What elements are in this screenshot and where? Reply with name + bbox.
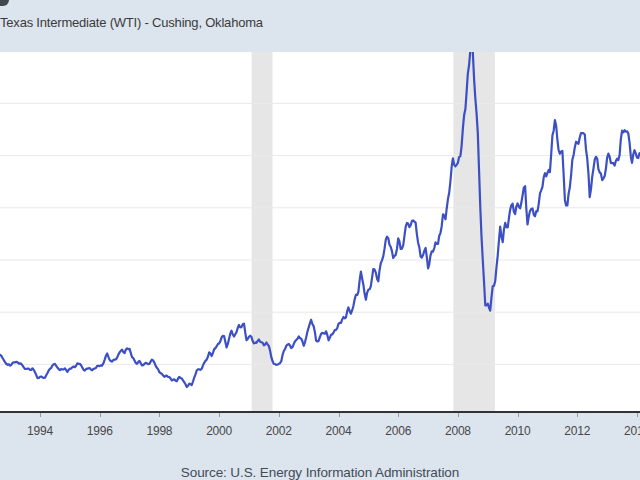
x-axis-tick xyxy=(518,413,519,417)
x-axis-tick xyxy=(279,413,280,417)
x-axis-label: 2012 xyxy=(564,424,590,438)
x-axis-label: 2010 xyxy=(505,424,531,438)
x-axis-tick xyxy=(339,413,340,417)
x-axis-label: 2004 xyxy=(326,424,352,438)
chart-container: Texas Intermediate (WTI) - Cushing, Okla… xyxy=(0,0,640,480)
source-note: Source: U.S. Energy Information Administ… xyxy=(181,465,459,480)
x-axis-label: 1994 xyxy=(27,424,53,438)
x-axis-label: 2006 xyxy=(385,424,411,438)
x-axis-tick xyxy=(577,413,578,417)
price-line xyxy=(0,52,639,387)
recession-band xyxy=(252,52,273,411)
chart-title: Texas Intermediate (WTI) - Cushing, Okla… xyxy=(0,15,263,30)
x-axis-tick xyxy=(40,413,41,417)
x-axis-label: 2000 xyxy=(206,424,232,438)
plot-area xyxy=(0,52,640,411)
x-axis-tick xyxy=(159,413,160,417)
x-axis-label: 2008 xyxy=(445,424,471,438)
recession-band xyxy=(453,52,495,411)
x-axis-label: 1996 xyxy=(87,424,113,438)
x-axis-tick xyxy=(100,413,101,417)
price-line-chart xyxy=(0,52,640,411)
x-axis-label: 2014 xyxy=(624,424,640,438)
x-axis-tick xyxy=(637,413,638,417)
x-axis-label: 2002 xyxy=(266,424,292,438)
x-axis-label: 1998 xyxy=(146,424,172,438)
x-axis-tick xyxy=(398,413,399,417)
x-axis-tick xyxy=(458,413,459,417)
x-axis-tick xyxy=(219,413,220,417)
